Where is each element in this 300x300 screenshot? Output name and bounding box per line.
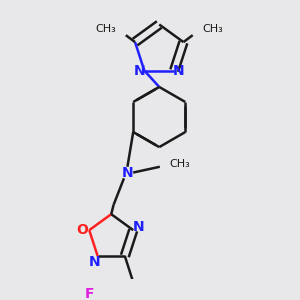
Text: N: N	[173, 64, 184, 77]
Text: N: N	[88, 255, 100, 269]
Text: N: N	[134, 64, 146, 77]
Text: N: N	[133, 220, 145, 234]
Text: N: N	[122, 166, 133, 179]
Text: O: O	[76, 223, 88, 237]
Text: CH₃: CH₃	[96, 24, 117, 34]
Text: F: F	[85, 287, 94, 300]
Text: CH₃: CH₃	[202, 24, 223, 34]
Text: CH₃: CH₃	[169, 159, 190, 170]
